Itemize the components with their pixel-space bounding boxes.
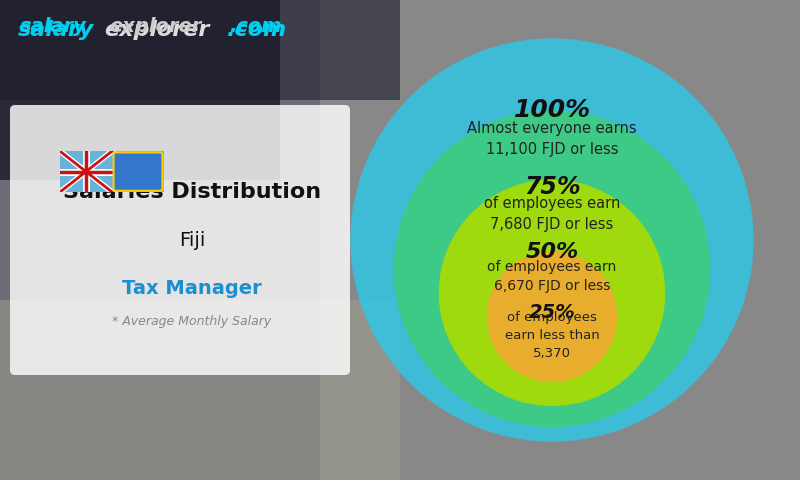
Text: Salaries Distribution: Salaries Distribution <box>63 182 321 202</box>
Text: * Average Monthly Salary: * Average Monthly Salary <box>112 315 272 328</box>
Text: of employees
earn less than
5,370: of employees earn less than 5,370 <box>505 311 599 360</box>
Text: salary: salary <box>18 20 94 40</box>
Bar <box>0 300 400 480</box>
Text: Almost everyone earns
11,100 FJD or less: Almost everyone earns 11,100 FJD or less <box>467 121 637 157</box>
FancyBboxPatch shape <box>10 105 350 375</box>
Text: 25%: 25% <box>529 302 575 322</box>
FancyBboxPatch shape <box>114 153 162 191</box>
Text: 50%: 50% <box>526 241 578 262</box>
Circle shape <box>350 38 754 442</box>
Text: .com: .com <box>230 17 282 36</box>
Bar <box>0 0 320 480</box>
Text: of employees earn
7,680 FJD or less: of employees earn 7,680 FJD or less <box>484 196 620 232</box>
Text: of employees earn
6,670 FJD or less: of employees earn 6,670 FJD or less <box>487 260 617 293</box>
Text: explorer: explorer <box>109 17 201 36</box>
Text: Fiji: Fiji <box>179 230 205 250</box>
Text: Tax Manager: Tax Manager <box>122 278 262 298</box>
Circle shape <box>394 110 710 427</box>
Text: 100%: 100% <box>514 98 590 122</box>
Bar <box>0 0 280 180</box>
Text: salary: salary <box>20 17 87 36</box>
Text: .com: .com <box>227 20 287 40</box>
Bar <box>0 0 400 100</box>
Circle shape <box>438 180 666 406</box>
Circle shape <box>486 252 618 382</box>
Text: 75%: 75% <box>524 175 580 199</box>
Bar <box>114 153 162 190</box>
Text: explorer: explorer <box>104 20 210 40</box>
